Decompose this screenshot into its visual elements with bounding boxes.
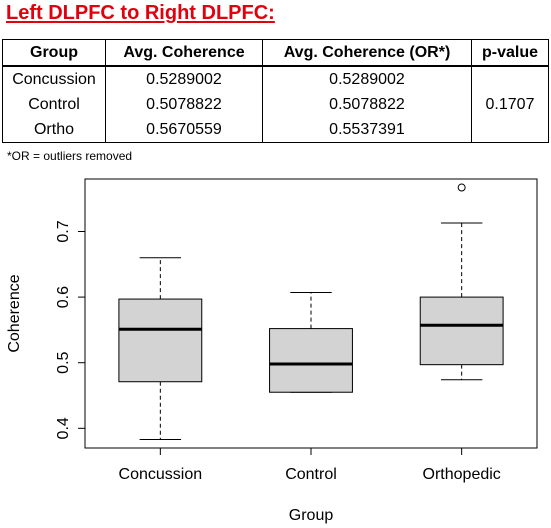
outlier-point [457,183,466,192]
x-axis-title: Group [289,507,334,524]
box-iqr [269,328,353,393]
cell-avg: 0.5078822 [105,92,263,117]
y-axis-title: Coherence [6,274,23,352]
cell-avg-or: 0.5537391 [262,117,472,143]
page-title: Left DLPFC to Right DLPFC: [6,2,275,24]
cell-avg: 0.5670559 [105,117,263,143]
x-tick-label: Concussion [119,466,203,483]
cell-avg-or: 0.5078822 [262,92,472,117]
cell-avg: 0.5289002 [105,66,263,92]
y-tick-label: 0.7 [55,220,72,242]
cell-group: Ortho [2,117,106,143]
cell-group: Control [2,92,106,117]
x-tick-label: Control [285,466,337,483]
cell-p-value: 0.1707 [471,65,549,143]
y-tick-label: 0.4 [55,417,72,439]
y-tick-label: 0.5 [55,351,72,373]
cell-avg-or: 0.5289002 [262,66,472,92]
x-tick-label: Orthopedic [423,466,501,483]
header-p-value: p-value [471,39,549,67]
table-row: Ortho 0.5670559 0.5537391 [2,117,549,143]
table-row: Control 0.5078822 0.5078822 [2,92,549,117]
table-header-row: Group Avg. Coherence Avg. Coherence (OR*… [2,39,549,67]
box-iqr [118,298,203,383]
header-group: Group [2,39,106,67]
header-avg-coherence-or: Avg. Coherence (OR*) [262,39,472,67]
table-row: Concussion 0.5289002 0.5289002 0.1707 [2,65,549,143]
box-iqr [419,296,504,366]
footnote: *OR = outliers removed [7,149,133,163]
stats-table: Group Avg. Coherence Avg. Coherence (OR*… [2,39,549,143]
boxplot-chart: Concussion Control Orthopedic 0.4 0.5 0.6 0.7 G… [6,178,538,524]
y-tick-label: 0.6 [55,286,72,308]
cell-group: Concussion [2,66,106,92]
header-avg-coherence: Avg. Coherence [105,39,263,67]
